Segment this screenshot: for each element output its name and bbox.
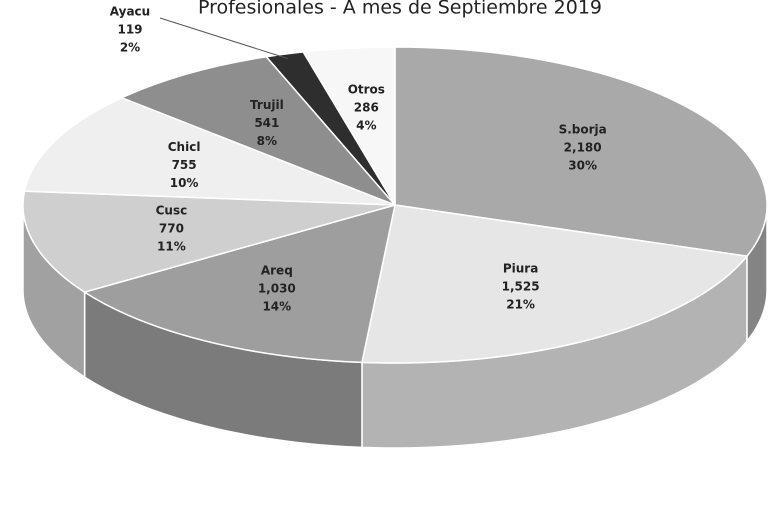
pie-slice [82, 203, 396, 364]
data-label: Ayacu 119 2% [110, 5, 150, 55]
label-value: 119 [117, 23, 142, 37]
data-label: Otros 286 4% [348, 82, 385, 132]
label-percent: 10% [170, 176, 199, 190]
label-percent: 4% [356, 118, 376, 132]
label-category: Ayacu [110, 5, 150, 19]
label-value: 541 [254, 116, 279, 130]
label-category: Chicl [168, 140, 201, 154]
label-percent: 14% [262, 300, 291, 314]
label-category: Trujil [250, 98, 284, 112]
label-value: 1,030 [258, 282, 296, 296]
pie-slice [361, 204, 749, 364]
data-label: Cusc 770 11% [156, 204, 188, 254]
label-category: S.borja [559, 123, 607, 137]
label-category: Areq [261, 264, 293, 278]
pie-slice [301, 46, 396, 208]
pie-slice [23, 96, 396, 206]
label-percent: 8% [257, 134, 277, 148]
pie-slice [22, 190, 396, 293]
label-category: Piura [503, 262, 538, 276]
label-value: 755 [172, 158, 197, 172]
chart-title: Profesionales - A mes de Septiembre 2019 [198, 0, 602, 19]
data-label: Trujil 541 8% [250, 98, 284, 148]
label-percent: 21% [506, 298, 535, 312]
label-category: Otros [348, 82, 385, 96]
leader-line [159, 17, 289, 60]
data-label: S.borja 2,180 30% [559, 123, 607, 173]
label-value: 286 [354, 100, 379, 114]
data-label: Chicl 755 10% [168, 140, 201, 190]
pie-slice [394, 46, 768, 258]
label-percent: 11% [157, 240, 186, 254]
label-category: Cusc [156, 204, 188, 218]
data-label: Piura 1,525 21% [502, 262, 540, 312]
pie-slice [119, 55, 396, 206]
label-value: 1,525 [502, 280, 540, 294]
label-percent: 30% [568, 159, 597, 173]
data-label: Areq 1,030 14% [258, 264, 296, 314]
label-value: 770 [159, 222, 184, 236]
label-value: 2,180 [564, 141, 602, 155]
label-percent: 2% [120, 41, 140, 55]
